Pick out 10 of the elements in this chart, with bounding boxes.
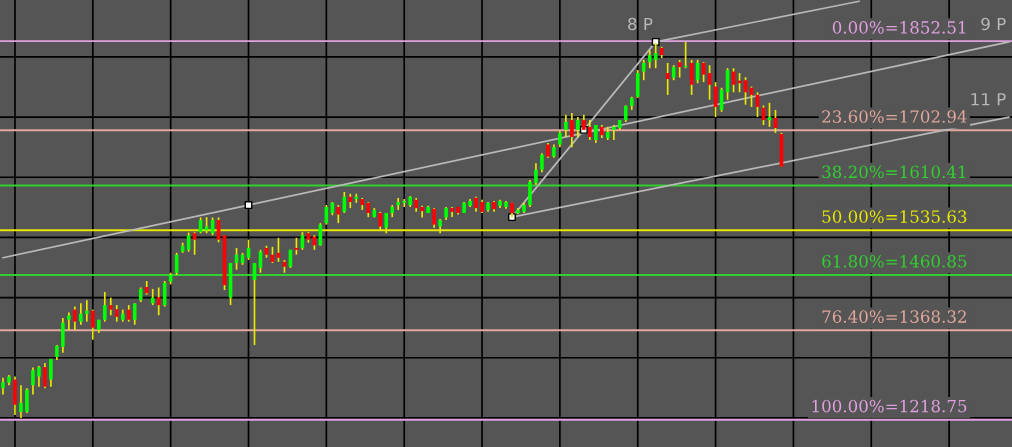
- text: 0.00%=1852.51: [832, 21, 966, 34]
- annotation: 23.60%=1702.94: [822, 110, 967, 123]
- annotation: 61.80%=1460.85: [822, 255, 967, 268]
- annotation: 100.00%=1218.75: [812, 399, 967, 413]
- annotation: 38.20%=1610.41: [822, 165, 966, 179]
- annotation: 50.00%=1535.63: [822, 210, 967, 223]
- series-label: 9 P: [981, 17, 1006, 31]
- annotation: 76.40%=1368.32: [822, 310, 966, 323]
- series-label: 11 P: [971, 93, 1006, 106]
- series-label: 8 P: [628, 17, 653, 31]
